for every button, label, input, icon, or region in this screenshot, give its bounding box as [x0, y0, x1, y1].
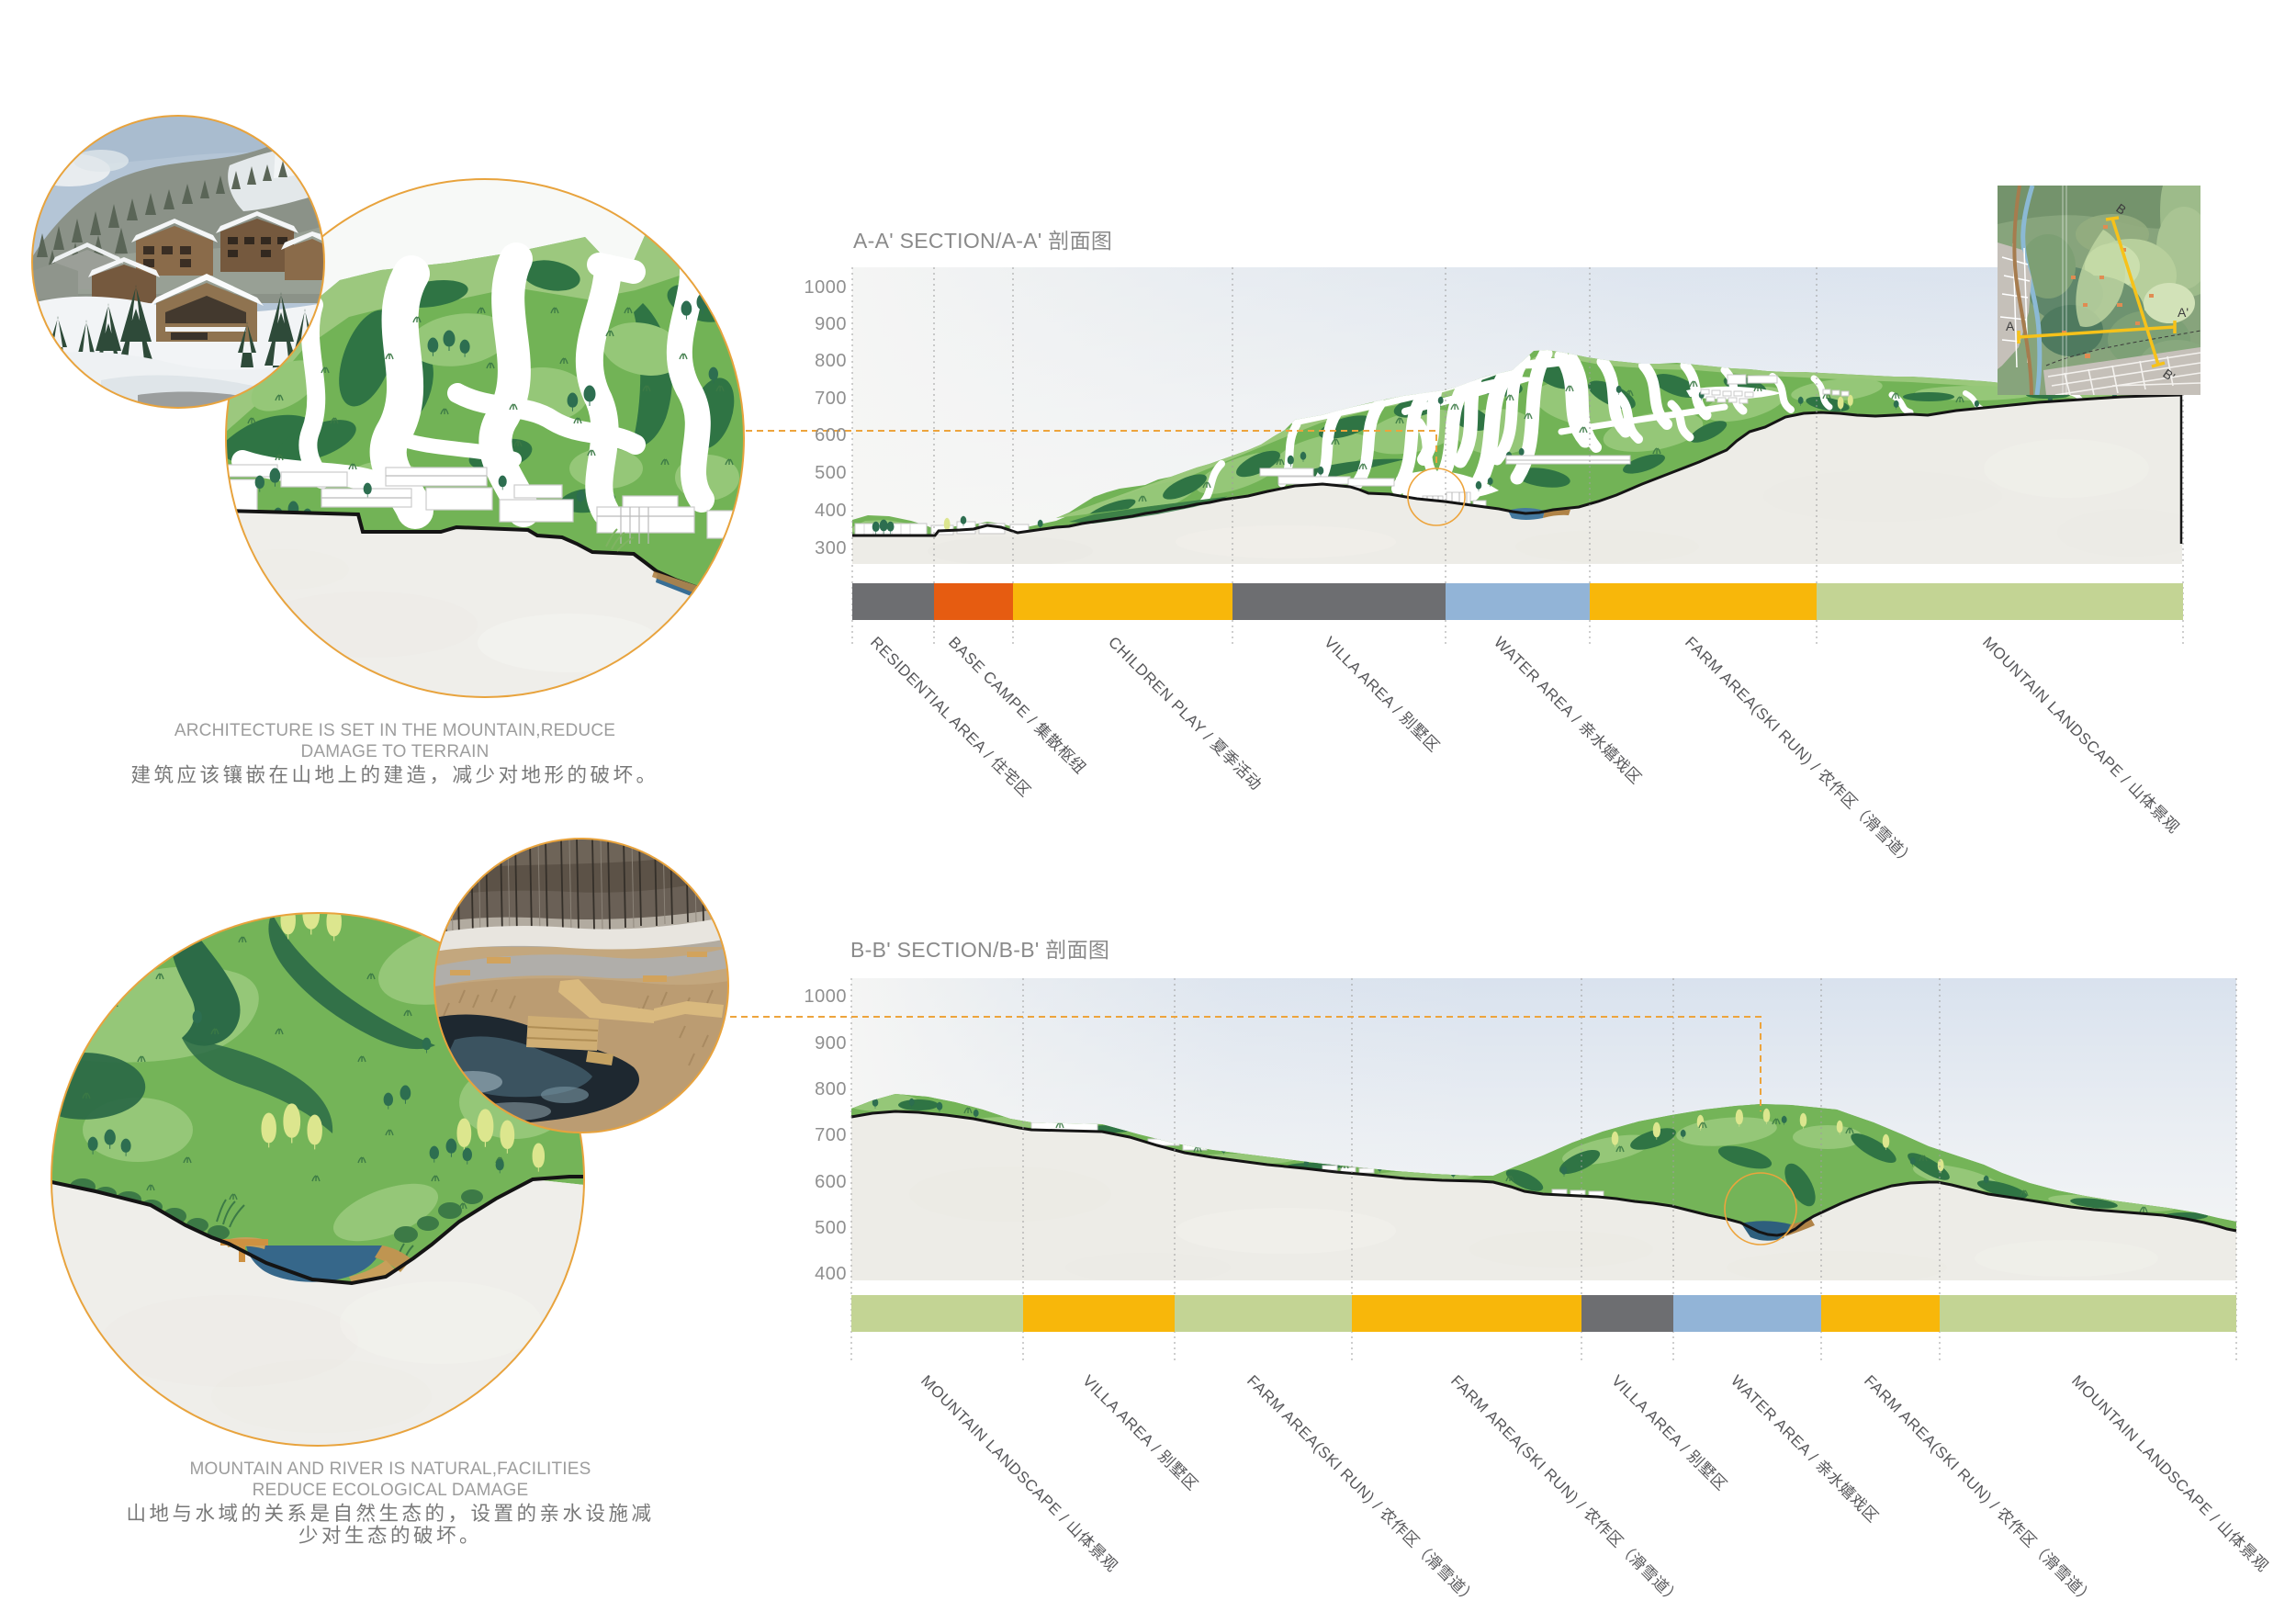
svg-text:A: A — [2006, 319, 2015, 333]
svg-text:A': A' — [2178, 305, 2189, 320]
